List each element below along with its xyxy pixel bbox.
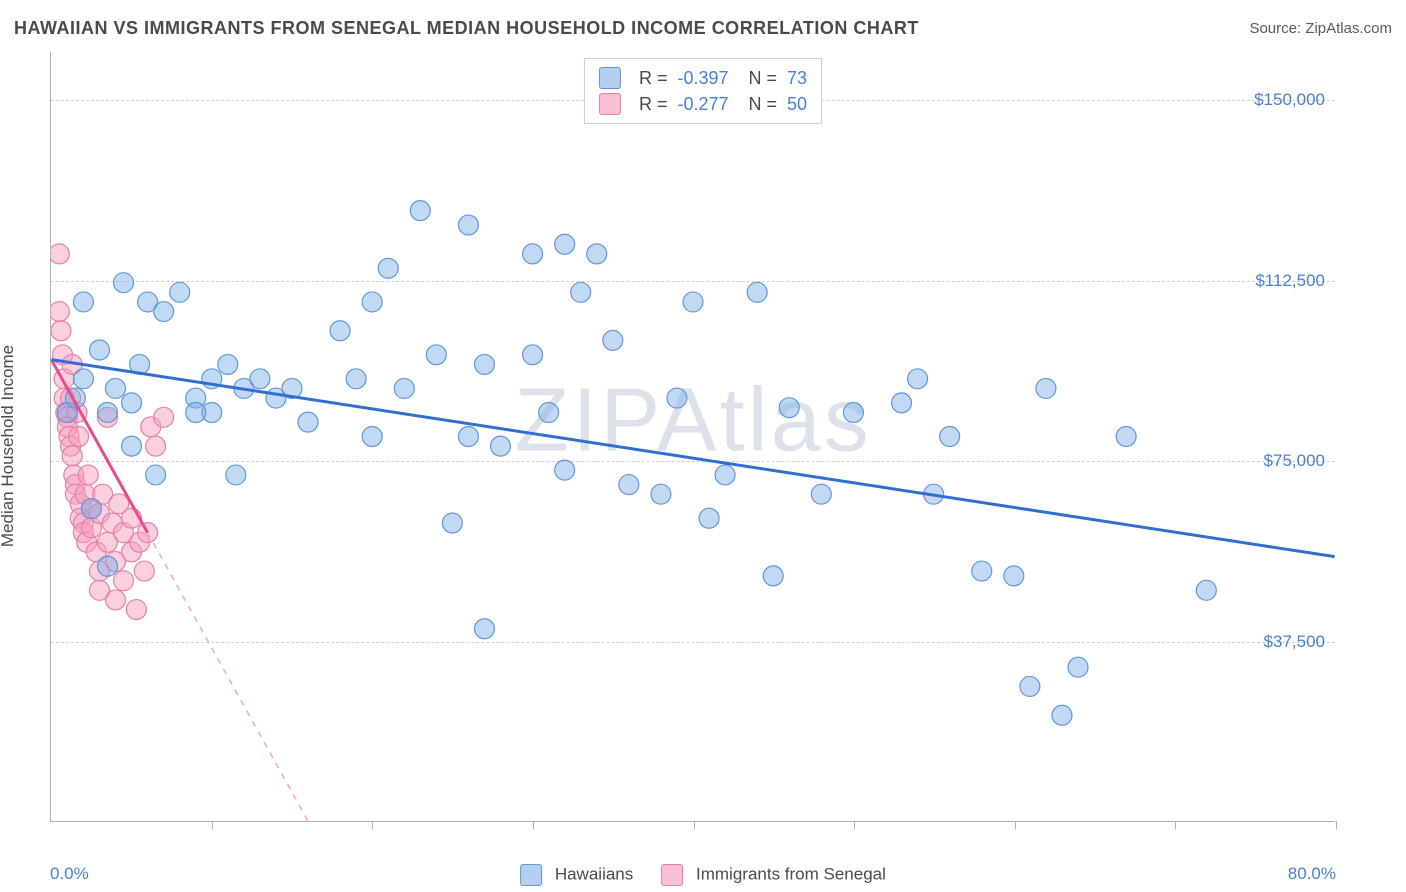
correlation-row-blue: R = -0.397 N = 73 <box>599 65 807 91</box>
legend-label-blue: Hawaiians <box>555 864 633 883</box>
x-tick <box>1336 821 1337 829</box>
correlation-legend: R = -0.397 N = 73 R = -0.277 N = 50 <box>584 58 822 124</box>
r-label: R = <box>639 68 668 89</box>
series-legend: Hawaiians Immigrants from Senegal <box>520 864 886 886</box>
x-axis-min-label: 0.0% <box>50 864 89 884</box>
r-value-pink: -0.277 <box>677 94 728 115</box>
swatch-blue-icon <box>599 67 621 89</box>
x-tick <box>533 821 534 829</box>
legend-item-pink: Immigrants from Senegal <box>661 864 886 886</box>
swatch-blue-icon <box>520 864 542 886</box>
n-label: N = <box>739 94 778 115</box>
n-value-blue: 73 <box>787 68 807 89</box>
plot-area: ZIPAtlas $37,500$75,000$112,500$150,000 <box>50 52 1335 822</box>
scatter-plot <box>51 52 1335 821</box>
legend-item-blue: Hawaiians <box>520 864 633 886</box>
x-tick <box>212 821 213 829</box>
x-tick <box>1175 821 1176 829</box>
correlation-row-pink: R = -0.277 N = 50 <box>599 91 807 117</box>
r-value-blue: -0.397 <box>677 68 728 89</box>
x-tick <box>372 821 373 829</box>
swatch-pink-icon <box>599 93 621 115</box>
source-label: Source: ZipAtlas.com <box>1249 20 1392 37</box>
chart-title: HAWAIIAN VS IMMIGRANTS FROM SENEGAL MEDI… <box>14 18 919 39</box>
y-axis-title: Median Household Income <box>0 345 18 547</box>
legend-label-pink: Immigrants from Senegal <box>696 864 886 883</box>
x-tick <box>694 821 695 829</box>
x-tick <box>1015 821 1016 829</box>
x-tick <box>854 821 855 829</box>
swatch-pink-icon <box>661 864 683 886</box>
n-label: N = <box>739 68 778 89</box>
n-value-pink: 50 <box>787 94 807 115</box>
r-label: R = <box>639 94 668 115</box>
x-axis-max-label: 80.0% <box>1288 864 1336 884</box>
